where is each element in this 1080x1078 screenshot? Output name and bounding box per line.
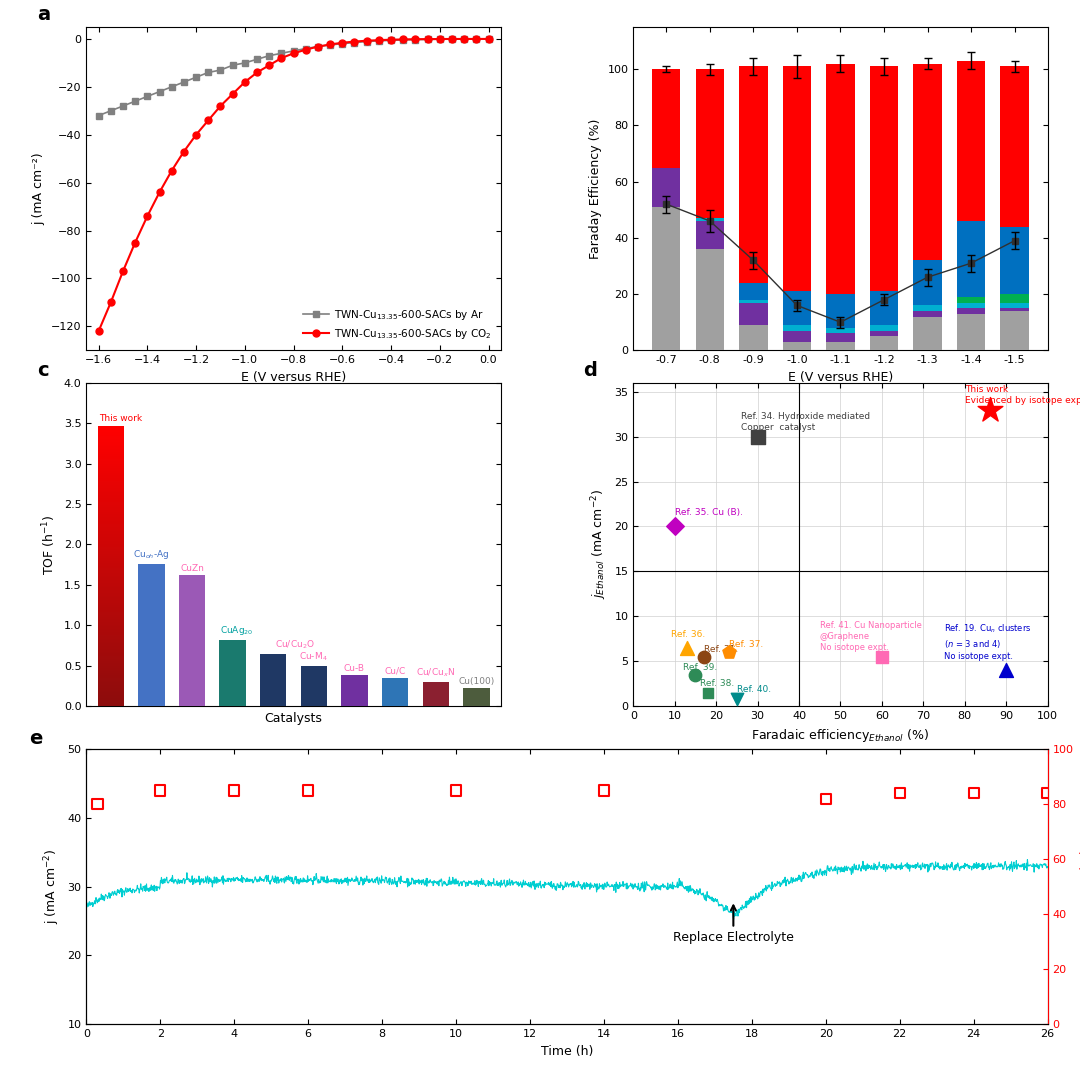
Bar: [97, 498, 124, 499]
Y-axis label: $j_{Ethanol}$ (mA cm$^{-2}$): $j_{Ethanol}$ (mA cm$^{-2}$): [590, 489, 609, 599]
Bar: [826, 294, 854, 328]
Bar: [826, 333, 854, 342]
TWN-Cu$_{13.35}$-600-SACs by CO$_2$: [214, 99, 227, 112]
Bar: [97, 580, 124, 582]
Bar: [97, 683, 124, 686]
Bar: [914, 261, 942, 305]
Bar: [696, 218, 724, 221]
TWN-Cu$_{13.35}$-600-SACs by CO$_2$: [202, 114, 215, 127]
Bar: [97, 669, 124, 672]
Bar: [97, 593, 124, 594]
Text: Replace Electrolyte: Replace Electrolyte: [673, 906, 794, 944]
Point: [666, 517, 684, 535]
Bar: [97, 627, 124, 630]
Bar: [97, 476, 124, 479]
Bar: [97, 573, 124, 575]
TWN-Cu$_{13.35}$-600-SACs by CO$_2$: [117, 265, 130, 278]
Bar: [696, 221, 724, 249]
Bar: [97, 636, 124, 637]
Bar: [783, 326, 811, 331]
Bar: [97, 466, 124, 467]
Bar: [97, 467, 124, 468]
Bar: [97, 705, 124, 706]
TWN-Cu$_{13.35}$-600-SACs by CO$_2$: [226, 87, 239, 100]
Bar: [914, 317, 942, 350]
Bar: [97, 590, 124, 592]
TWN-Cu$_{13.35}$-600-SACs by Ar: [336, 38, 349, 51]
Bar: [97, 689, 124, 691]
Bar: [97, 566, 124, 568]
Point: [891, 785, 908, 802]
TWN-Cu$_{13.35}$-600-SACs by Ar: [202, 66, 215, 79]
TWN-Cu$_{13.35}$-600-SACs by Ar: [190, 71, 203, 84]
Y-axis label: j (mA cm$^{-2}$): j (mA cm$^{-2}$): [42, 848, 62, 925]
Y-axis label: TOF (h$^{-1}$): TOF (h$^{-1}$): [41, 514, 58, 575]
Bar: [97, 583, 124, 584]
Text: Cu(100): Cu(100): [458, 677, 495, 686]
Bar: [97, 654, 124, 655]
Point: [595, 782, 612, 799]
Bar: [97, 513, 124, 514]
Bar: [97, 429, 124, 430]
Bar: [97, 606, 124, 607]
TWN-Cu$_{13.35}$-600-SACs by Ar: [262, 50, 275, 63]
Bar: [97, 579, 124, 580]
Bar: [97, 660, 124, 661]
Bar: [97, 635, 124, 636]
Bar: [97, 433, 124, 434]
Point: [748, 428, 766, 445]
TWN-Cu$_{13.35}$-600-SACs by Ar: [251, 53, 264, 66]
Bar: [97, 556, 124, 557]
Bar: [97, 702, 124, 703]
Bar: [97, 512, 124, 513]
Bar: [97, 543, 124, 545]
Bar: [739, 67, 768, 282]
Point: [1039, 785, 1056, 802]
Bar: [97, 505, 124, 506]
Bar: [97, 695, 124, 696]
Bar: [97, 490, 124, 492]
Point: [720, 644, 738, 661]
Text: Cu-B: Cu-B: [345, 664, 365, 673]
Bar: [783, 331, 811, 342]
Bar: [97, 488, 124, 489]
Bar: [97, 570, 124, 571]
Bar: [97, 617, 124, 618]
TWN-Cu$_{13.35}$-600-SACs by Ar: [214, 64, 227, 77]
Bar: [97, 458, 124, 460]
Bar: [739, 326, 768, 350]
Bar: [97, 471, 124, 472]
Bar: [97, 672, 124, 673]
Bar: [97, 584, 124, 585]
Bar: [97, 576, 124, 578]
Bar: [97, 639, 124, 640]
TWN-Cu$_{13.35}$-600-SACs by CO$_2$: [153, 185, 166, 198]
Bar: [97, 691, 124, 692]
Text: e: e: [29, 729, 42, 748]
TWN-Cu$_{13.35}$-600-SACs by CO$_2$: [92, 324, 105, 337]
Bar: [1000, 303, 1029, 308]
Bar: [97, 485, 124, 486]
TWN-Cu$_{13.35}$-600-SACs by CO$_2$: [361, 34, 374, 47]
Bar: [97, 658, 124, 659]
Bar: [97, 439, 124, 440]
Bar: [97, 623, 124, 625]
Bar: [97, 564, 124, 565]
Bar: [97, 681, 124, 682]
Bar: [97, 446, 124, 447]
Bar: [219, 639, 246, 706]
Bar: [97, 597, 124, 598]
Bar: [97, 465, 124, 466]
Bar: [97, 585, 124, 588]
TWN-Cu$_{13.35}$-600-SACs by CO$_2$: [105, 296, 118, 309]
Bar: [97, 632, 124, 634]
Bar: [957, 314, 985, 350]
Bar: [97, 527, 124, 528]
Bar: [97, 510, 124, 512]
Bar: [97, 480, 124, 481]
Bar: [97, 426, 124, 428]
Bar: [869, 336, 899, 350]
Bar: [97, 675, 124, 677]
Text: Ref. 19. Cu$_n$ clusters
($n$ = 3 and 4)
No isotope expt.: Ref. 19. Cu$_n$ clusters ($n$ = 3 and 4)…: [944, 623, 1031, 661]
Bar: [97, 637, 124, 639]
